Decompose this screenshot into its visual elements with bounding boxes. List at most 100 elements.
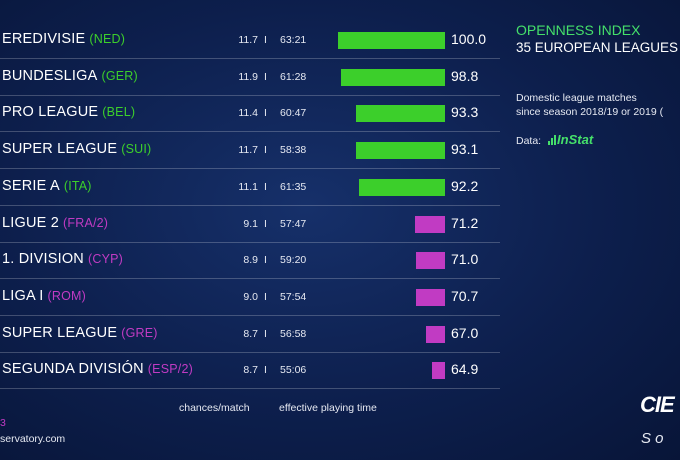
chances-value: 11.9 <box>238 70 258 83</box>
footer-url: servatory.com <box>0 433 66 445</box>
league-label: EREDIVISIE (NED) <box>2 31 125 47</box>
league-name: SUPER LEAGUE <box>2 141 118 158</box>
row-divider <box>0 278 500 280</box>
table-row: SERIE A (ITA) 11.1 I 61:35 92.2 <box>0 170 500 206</box>
row-divider <box>0 94 500 96</box>
chart-subtitle: 35 EUROPEAN LEAGUES <box>516 40 679 55</box>
table-row: LIGA I (ROM) 9.0 I 57:54 70.7 <box>0 280 500 316</box>
country-code: (GER) <box>101 68 138 83</box>
playing-time-value: 61:28 <box>280 70 307 83</box>
playing-time-value: 57:54 <box>280 290 307 303</box>
column-separator: I <box>264 254 267 267</box>
openness-score: 64.9 <box>451 361 479 378</box>
chances-value: 11.7 <box>238 34 258 46</box>
cies-logo-sub: S o <box>641 430 664 447</box>
country-code: (ROM) <box>47 288 86 303</box>
playing-time-value: 55:06 <box>280 364 307 377</box>
chances-value: 9.1 <box>243 217 258 230</box>
country-code: (ITA) <box>63 178 92 193</box>
table-row: PRO LEAGUE (BEL) 11.4 I 60:47 93.3 <box>0 96 500 133</box>
row-divider <box>0 351 500 353</box>
time-column-label: effective playing time <box>279 402 377 414</box>
playing-time-value: 57:47 <box>280 217 307 230</box>
chances-column-label: chances/match <box>179 402 250 414</box>
league-name: EREDIVISIE <box>2 31 86 47</box>
row-divider <box>0 204 500 206</box>
table-row: EREDIVISIE (NED) 11.7 I 63:21 100.0 <box>0 23 500 59</box>
openness-bar <box>356 105 445 123</box>
openness-bar <box>416 252 445 270</box>
data-source: Data: InStat <box>516 132 593 147</box>
column-separator: I <box>264 327 267 340</box>
league-label: SERIE A (ITA) <box>2 178 92 194</box>
row-divider <box>0 58 500 59</box>
chances-value: 11.1 <box>238 180 258 193</box>
row-divider <box>0 131 500 133</box>
openness-bar <box>416 288 445 306</box>
openness-bar <box>338 32 445 49</box>
chances-value: 11.7 <box>238 144 258 157</box>
league-label: BUNDESLIGA (GER) <box>2 68 138 84</box>
row-divider <box>0 314 500 316</box>
league-name: LIGUE 2 <box>2 214 60 231</box>
playing-time-value: 61:35 <box>280 180 307 193</box>
note-line-1: Domestic league matches <box>516 92 637 104</box>
table-row: SEGUNDA DIVISIÓN (ESP/2) 8.7 I 55:06 64.9 <box>0 353 500 390</box>
playing-time-value: 60:47 <box>280 107 307 120</box>
instat-logo: InStat <box>548 132 593 147</box>
playing-time-value: 59:20 <box>280 254 307 267</box>
league-label: PRO LEAGUE (BEL) <box>2 104 135 120</box>
table-row: LIGUE 2 (FRA/2) 9.1 I 57:47 71.2 <box>0 207 500 243</box>
league-name: PRO LEAGUE <box>2 104 99 121</box>
column-separator: I <box>264 34 267 46</box>
chances-value: 8.9 <box>243 254 258 267</box>
table-row: SUPER LEAGUE (SUI) 11.7 I 58:38 93.1 <box>0 133 500 170</box>
openness-bar <box>341 68 445 86</box>
league-label: SUPER LEAGUE (GRE) <box>2 325 158 341</box>
chances-value: 8.7 <box>243 327 258 340</box>
chances-value: 9.0 <box>243 290 258 303</box>
openness-score: 92.2 <box>451 177 479 194</box>
openness-score: 98.8 <box>451 67 479 84</box>
table-row: 1. DIVISION (CYP) 8.9 I 59:20 71.0 <box>0 243 500 280</box>
league-name: LIGA I <box>2 287 44 304</box>
cies-logo: CIE <box>640 392 675 417</box>
column-separator: I <box>264 290 267 303</box>
league-name: SUPER LEAGUE <box>2 324 118 341</box>
country-code: (GRE) <box>121 325 158 340</box>
chart-title: OPENNESS INDEX <box>516 22 641 38</box>
playing-time-value: 63:21 <box>280 34 307 46</box>
chances-value: 11.4 <box>238 107 258 120</box>
league-name: SEGUNDA DIVISIÓN <box>2 361 144 378</box>
openness-score: 70.7 <box>451 287 479 304</box>
playing-time-value: 58:38 <box>280 144 307 157</box>
country-code: (FRA/2) <box>63 215 109 230</box>
country-code: (SUI) <box>121 142 152 157</box>
instat-logo-text: InStat <box>557 132 594 147</box>
row-divider <box>0 241 500 243</box>
instat-bars-icon <box>548 135 557 145</box>
row-divider <box>0 168 500 170</box>
openness-bar <box>426 325 445 343</box>
league-name: SERIE A <box>2 177 60 194</box>
column-separator: I <box>264 144 267 157</box>
league-label: LIGA I (ROM) <box>2 288 86 304</box>
league-label: LIGUE 2 (FRA/2) <box>2 215 108 231</box>
data-source-label: Data: <box>516 135 542 147</box>
league-name: 1. DIVISION <box>2 251 84 268</box>
openness-bar <box>356 142 445 160</box>
country-code: (NED) <box>89 32 126 46</box>
openness-score: 71.0 <box>451 251 479 268</box>
openness-score: 100.0 <box>451 31 487 47</box>
playing-time-value: 56:58 <box>280 327 307 340</box>
openness-bar <box>359 178 445 196</box>
column-separator: I <box>264 217 267 230</box>
footer-fragment: 3 <box>0 417 6 429</box>
column-separator: I <box>264 364 267 377</box>
openness-score: 93.3 <box>451 104 479 121</box>
openness-bar <box>415 215 445 233</box>
column-separator: I <box>264 107 267 120</box>
chances-value: 8.7 <box>243 364 258 377</box>
openness-score: 93.1 <box>451 141 479 158</box>
country-code: (ESP/2) <box>147 362 193 377</box>
